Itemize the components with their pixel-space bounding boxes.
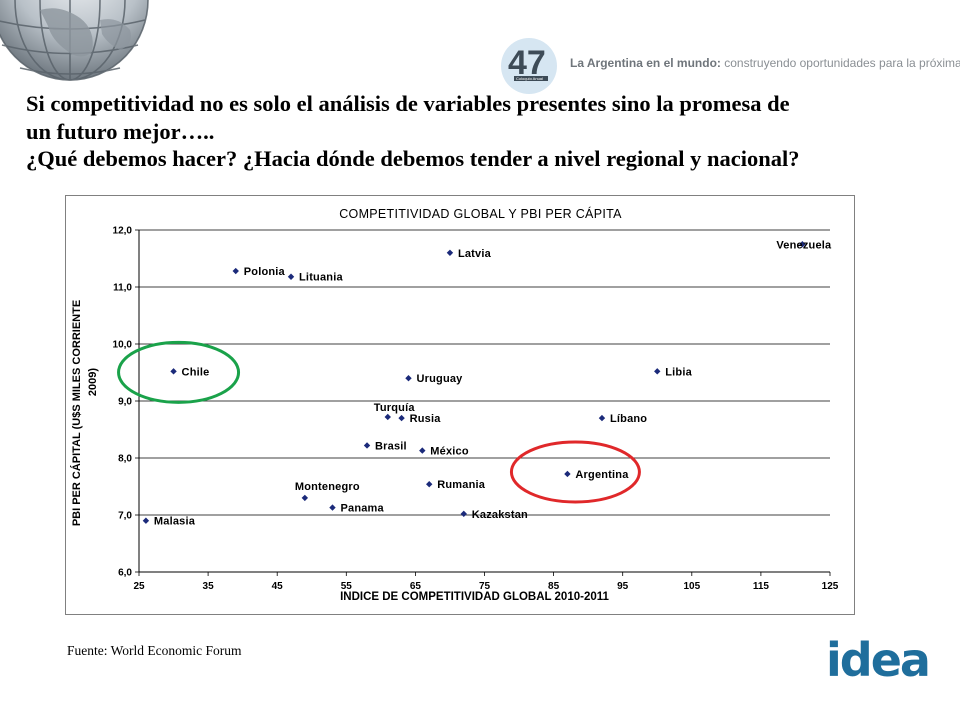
logo-small-text: Coloquio Anual bbox=[516, 76, 543, 81]
data-point bbox=[426, 481, 433, 488]
data-point bbox=[419, 447, 426, 454]
x-tick-label: 95 bbox=[617, 581, 629, 592]
x-tick-label: 85 bbox=[548, 581, 560, 592]
data-point bbox=[460, 510, 467, 518]
tagline-rest: construyendo oportunidades para la próxi… bbox=[724, 56, 960, 70]
source-note: Fuente: World Economic Forum bbox=[67, 643, 242, 658]
y-axis-label-2: 2009) bbox=[87, 368, 99, 396]
data-point bbox=[301, 494, 309, 502]
highlight-ring-chile bbox=[117, 340, 241, 404]
x-tick-label: 115 bbox=[753, 581, 770, 592]
y-tick-label: 12,0 bbox=[113, 226, 133, 237]
point-label: Lituania bbox=[299, 272, 343, 284]
x-tick-label: 105 bbox=[683, 581, 700, 592]
y-tick-label: 11,0 bbox=[113, 283, 132, 294]
coloquio-logo-icon: 47 Coloquio Anual bbox=[501, 38, 557, 94]
highlight-ring-argentina bbox=[509, 440, 641, 504]
header-tagline: La Argentina en el mundo: construyendo o… bbox=[570, 56, 960, 70]
x-tick-label: 25 bbox=[133, 581, 145, 592]
scatter-chart: COMPETITIVIDAD GLOBAL Y PBI PER CÁPITA 6,… bbox=[70, 206, 839, 603]
point-label: Venezuela bbox=[776, 239, 832, 251]
data-point bbox=[170, 368, 177, 375]
y-tick-label: 7,0 bbox=[118, 511, 132, 522]
point-label: Turquía bbox=[374, 402, 416, 414]
point-label: Panama bbox=[340, 503, 384, 515]
data-point bbox=[405, 375, 412, 382]
point-label: Brasil bbox=[375, 440, 407, 452]
data-point bbox=[287, 273, 295, 280]
idea-logo-text: idea bbox=[826, 636, 929, 680]
data-point bbox=[142, 517, 150, 524]
tagline-bold: La Argentina en el mundo: bbox=[570, 56, 721, 70]
x-axis-label: INDICE DE COMPETITIVIDAD GLOBAL 2010-201… bbox=[340, 591, 609, 603]
point-label: Polonia bbox=[244, 266, 286, 278]
point-label: Rumania bbox=[437, 479, 486, 491]
y-tick-label: 10,0 bbox=[113, 340, 133, 351]
scatter-chart-frame: COMPETITIVIDAD GLOBAL Y PBI PER CÁPITA 6,… bbox=[65, 195, 855, 615]
point-label: Montenegro bbox=[295, 481, 360, 493]
point-label: Rusia bbox=[410, 413, 442, 425]
x-tick-label: 65 bbox=[410, 581, 422, 592]
logo-number: 47 bbox=[508, 44, 546, 82]
point-label: Líbano bbox=[610, 413, 647, 425]
y-tick-label: 6,0 bbox=[118, 568, 132, 579]
x-tick-label: 35 bbox=[203, 581, 215, 592]
point-label: México bbox=[430, 446, 469, 458]
headline-line-1: Si competitividad no es solo el análisis… bbox=[26, 91, 790, 116]
data-point bbox=[564, 470, 571, 478]
x-tick-label: 45 bbox=[272, 581, 284, 592]
data-point bbox=[654, 368, 661, 375]
data-point bbox=[329, 504, 336, 511]
data-point bbox=[232, 267, 239, 275]
y-tick-label: 8,0 bbox=[118, 454, 132, 465]
data-point bbox=[398, 414, 405, 422]
headline-line-3: ¿Qué debemos hacer? ¿Hacia dónde debemos… bbox=[26, 146, 800, 171]
point-label: Chile bbox=[182, 366, 210, 378]
chart-title: COMPETITIVIDAD GLOBAL Y PBI PER CÁPITA bbox=[339, 206, 622, 221]
headline-line-2: un futuro mejor….. bbox=[26, 118, 215, 144]
point-label: Libia bbox=[665, 366, 692, 378]
globe-logo-icon bbox=[0, 0, 149, 81]
data-point bbox=[598, 414, 606, 422]
data-point bbox=[384, 413, 391, 421]
y-tick-label: 9,0 bbox=[118, 397, 132, 408]
point-label: Argentina bbox=[575, 469, 629, 481]
headline: Si competitividad no es solo el análisis… bbox=[26, 90, 951, 173]
data-point bbox=[363, 442, 371, 449]
x-tick-label: 125 bbox=[822, 581, 839, 592]
point-label: Kazakstan bbox=[472, 509, 528, 521]
data-point bbox=[446, 249, 454, 256]
point-label: Malasia bbox=[154, 516, 196, 528]
x-tick-label: 75 bbox=[479, 581, 491, 592]
y-axis-label: PBI PER CÁPITAL (U$S MILES CORRIENTE bbox=[70, 300, 83, 526]
point-label: Uruguay bbox=[416, 373, 463, 385]
x-tick-label: 55 bbox=[341, 581, 353, 592]
idea-logo-icon: idea bbox=[826, 636, 930, 680]
point-label: Latvia bbox=[458, 248, 492, 260]
data-point bbox=[799, 241, 806, 248]
